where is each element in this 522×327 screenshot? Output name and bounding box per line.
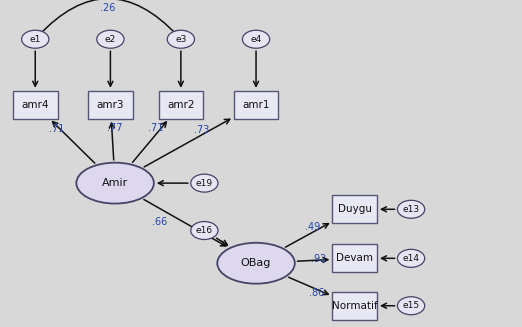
Text: .92: .92 <box>311 254 326 264</box>
Ellipse shape <box>191 174 218 192</box>
Text: e15: e15 <box>402 301 420 310</box>
Text: Duygu: Duygu <box>338 204 372 214</box>
Ellipse shape <box>76 163 154 203</box>
Ellipse shape <box>242 30 270 48</box>
Text: Amir: Amir <box>102 178 128 188</box>
Text: .77: .77 <box>107 123 123 132</box>
Text: amr1: amr1 <box>242 100 270 110</box>
Text: e14: e14 <box>402 254 420 263</box>
Text: e4: e4 <box>251 35 262 44</box>
FancyBboxPatch shape <box>333 245 377 272</box>
FancyBboxPatch shape <box>13 91 57 118</box>
FancyBboxPatch shape <box>234 91 278 118</box>
Ellipse shape <box>191 222 218 239</box>
Text: e19: e19 <box>196 179 213 188</box>
Text: e1: e1 <box>30 35 41 44</box>
Text: amr4: amr4 <box>21 100 49 110</box>
Text: e13: e13 <box>402 205 420 214</box>
Text: .71: .71 <box>49 124 64 134</box>
Text: e2: e2 <box>105 35 116 44</box>
FancyBboxPatch shape <box>88 91 133 118</box>
Ellipse shape <box>397 249 425 267</box>
Text: e16: e16 <box>196 226 213 235</box>
FancyArrowPatch shape <box>38 0 178 36</box>
FancyBboxPatch shape <box>333 292 377 320</box>
Ellipse shape <box>167 30 195 48</box>
Text: e3: e3 <box>175 35 186 44</box>
Text: amr2: amr2 <box>167 100 195 110</box>
Ellipse shape <box>21 30 49 48</box>
FancyBboxPatch shape <box>333 195 377 223</box>
Text: .73: .73 <box>194 125 209 135</box>
Text: .66: .66 <box>152 216 168 227</box>
FancyBboxPatch shape <box>159 91 203 118</box>
Text: amr3: amr3 <box>97 100 124 110</box>
Text: OBag: OBag <box>241 258 271 268</box>
Text: .86: .86 <box>309 288 324 298</box>
Ellipse shape <box>217 243 295 284</box>
Ellipse shape <box>97 30 124 48</box>
Text: .49: .49 <box>305 222 320 232</box>
Text: Normatif: Normatif <box>332 301 377 311</box>
Text: Devam: Devam <box>336 253 373 263</box>
Ellipse shape <box>397 200 425 218</box>
Ellipse shape <box>397 297 425 315</box>
Text: .71: .71 <box>148 123 163 133</box>
Text: .26: .26 <box>100 3 116 13</box>
